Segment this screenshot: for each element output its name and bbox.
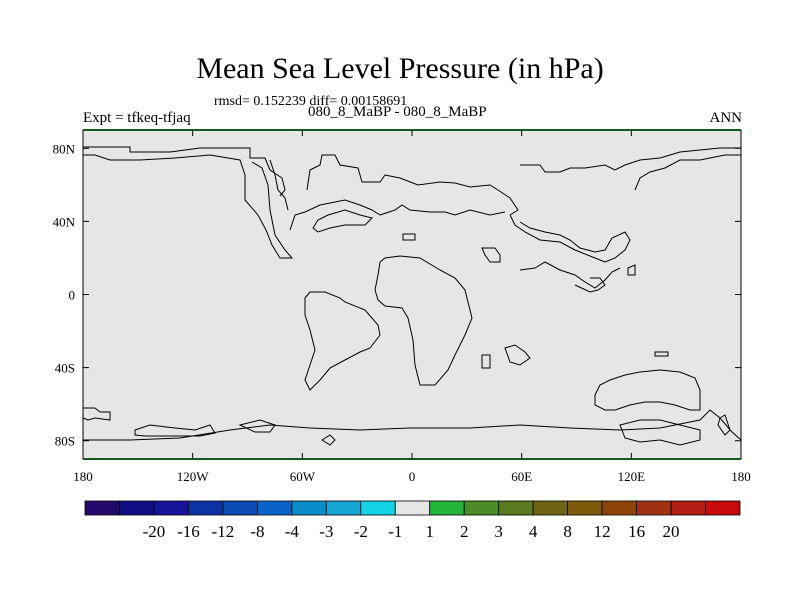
colorbar-label: -8	[250, 522, 264, 541]
coastline-japan	[627, 264, 636, 276]
season-label: ANN	[709, 110, 743, 126]
colorbar-label: 3	[494, 522, 503, 541]
coastline-caspian	[402, 233, 416, 241]
y-tick-label: 40S	[55, 361, 75, 376]
coastline-greenland	[83, 146, 286, 197]
colorbar-swatch	[567, 500, 603, 516]
coastline-east-asia	[509, 214, 631, 263]
colorbar-label: 2	[460, 522, 469, 541]
colorbar-label: -2	[354, 522, 368, 541]
x-tick-label: 120W	[177, 469, 210, 484]
colorbar-swatch	[670, 500, 706, 516]
colorbar-label: 12	[594, 522, 611, 541]
colorbar-label: -16	[177, 522, 200, 541]
coastline-new-guinea	[654, 351, 669, 357]
colorbar-swatch	[188, 500, 224, 516]
stats-text: rmsd= 0.152239 diff= 0.00158691	[214, 94, 408, 109]
colorbar-label: 1	[425, 522, 434, 541]
colorbar-swatch	[498, 500, 534, 516]
colorbar-swatch	[119, 500, 155, 516]
colorbar-swatch	[84, 500, 120, 516]
chart-title: Mean Sea Level Pressure (in hPa)	[196, 52, 604, 85]
colorbar-label: 16	[628, 522, 645, 541]
colorbar-swatch	[325, 500, 362, 516]
coastline-indonesia	[504, 344, 531, 366]
colorbar-label: -4	[285, 522, 300, 541]
coastline-sw-islands	[82, 407, 111, 421]
coastline-antarctic-peninsula	[134, 424, 216, 437]
x-tick-label: 60W	[290, 469, 316, 484]
colorbar-swatch	[291, 500, 327, 516]
coastline-siberia	[634, 154, 741, 191]
coastline-weddell	[238, 419, 276, 433]
colorbar-swatch	[601, 500, 637, 516]
colorbar-swatch	[705, 500, 741, 516]
coastline-madagascar	[481, 354, 491, 369]
colorbar-label: -3	[319, 522, 333, 541]
colorbar-swatch	[636, 500, 672, 516]
colorbar-swatch	[256, 500, 293, 516]
chart-subtitle: 080_8_MaBP - 080_8_MaBP	[308, 104, 487, 120]
coastline-ross-ice	[619, 419, 701, 446]
coastline-australia	[594, 369, 701, 411]
x-axis: 180 120W 60W 0 60E 120E 180	[73, 130, 751, 484]
coastline-south-asia	[519, 261, 621, 289]
coastline-new-zealand	[717, 414, 731, 436]
colorbar-swatch	[532, 500, 569, 516]
y-tick-label: 80S	[55, 434, 75, 449]
coastline-mediterranean	[289, 199, 506, 231]
colorbar-label: 8	[563, 522, 572, 541]
experiment-label: Expt = tfkeq-tfjaq	[83, 110, 191, 126]
coastline-north-america	[83, 154, 294, 259]
coastline-antarctica	[83, 409, 742, 441]
x-tick-label: 0	[409, 469, 416, 484]
coastline-canada-arctic	[269, 159, 289, 211]
colorbar-label: -20	[143, 522, 166, 541]
colorbar-label: -1	[388, 522, 402, 541]
colorbar-swatch	[429, 500, 465, 516]
coastlines	[82, 146, 742, 446]
coastline-black-sea	[312, 209, 373, 233]
coastline-africa	[374, 255, 473, 386]
y-tick-label: 40N	[53, 214, 76, 229]
x-tick-label: 60E	[511, 469, 532, 484]
coastline-europe	[306, 154, 519, 216]
coastline-peninsula-south	[321, 434, 336, 446]
coastline-arabian	[481, 247, 501, 263]
map-field-fill	[83, 130, 741, 459]
x-tick-label: 120E	[618, 469, 646, 484]
y-axis: 80N 40N 0 40S 80S	[53, 141, 741, 449]
colorbar-swatch	[153, 500, 189, 516]
colorbar-label: -12	[212, 522, 235, 541]
coastline-eurasia-north	[520, 147, 741, 173]
colorbar: -20 -16 -12 -8 -4 -3 -2 -1 1 2 3 4 8 12 16 20	[84, 500, 741, 541]
coastline-indochina	[574, 277, 606, 293]
colorbar-label: 20	[663, 522, 680, 541]
colorbar-swatch	[394, 500, 431, 516]
x-tick-label: 180	[73, 469, 93, 484]
y-tick-label: 0	[69, 288, 76, 303]
coastline-south-america	[304, 291, 381, 391]
y-tick-label: 80N	[53, 141, 76, 156]
colorbar-label: 4	[529, 522, 538, 541]
x-tick-label: 180	[731, 469, 751, 484]
colorbar-swatch	[463, 500, 500, 516]
colorbar-swatch	[222, 500, 258, 516]
colorbar-swatch	[360, 500, 396, 516]
